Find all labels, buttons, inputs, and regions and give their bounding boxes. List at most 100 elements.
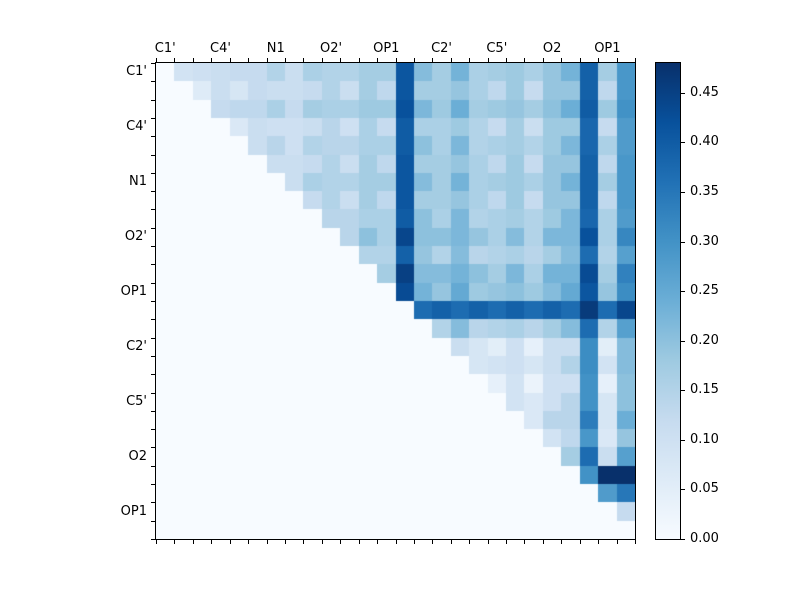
axis-tick-top bbox=[211, 58, 212, 62]
y-tick-label: OP1 bbox=[120, 283, 147, 299]
colorbar-tick-label: 0.35 bbox=[690, 183, 719, 199]
axis-tick-bottom bbox=[174, 540, 175, 544]
colorbar-tick-label: 0.10 bbox=[690, 431, 719, 447]
axis-tick-top bbox=[432, 58, 433, 62]
colorbar-tick-label: 0.00 bbox=[690, 531, 719, 546]
colorbar-tick bbox=[681, 291, 685, 292]
axis-tick-bottom bbox=[506, 540, 507, 544]
axis-tick-bottom bbox=[414, 540, 415, 544]
colorbar-tick bbox=[681, 539, 685, 540]
colorbar-gradient bbox=[656, 63, 680, 539]
axis-tick-bottom bbox=[340, 540, 341, 544]
axis-tick-bottom bbox=[580, 540, 581, 544]
axis-tick-left bbox=[151, 429, 155, 430]
axis-tick-top bbox=[396, 58, 397, 62]
colorbar-tick bbox=[681, 390, 685, 391]
axis-tick-bottom bbox=[230, 540, 231, 544]
x-tick-label: C1' bbox=[154, 41, 176, 56]
colorbar-tick bbox=[681, 341, 685, 342]
colorbar-tick bbox=[681, 93, 685, 94]
axis-tick-top bbox=[285, 58, 286, 62]
axis-tick-left bbox=[151, 155, 155, 156]
colorbar-tick-label: 0.20 bbox=[690, 332, 719, 348]
axis-tick-left bbox=[151, 411, 155, 412]
axis-tick-left bbox=[151, 374, 155, 375]
axis-tick-top bbox=[322, 58, 323, 62]
colorbar-tick bbox=[681, 142, 685, 143]
x-tick-label: C5' bbox=[486, 41, 508, 56]
axis-tick-top bbox=[156, 58, 157, 62]
axis-tick-top bbox=[488, 58, 489, 62]
axis-tick-bottom bbox=[285, 540, 286, 544]
axis-tick-bottom bbox=[617, 540, 618, 544]
axis-tick-top bbox=[451, 58, 452, 62]
axis-tick-top bbox=[359, 58, 360, 62]
axis-tick-top bbox=[248, 58, 249, 62]
axis-tick-top bbox=[561, 58, 562, 62]
axis-tick-bottom bbox=[561, 540, 562, 544]
axis-tick-left bbox=[151, 301, 155, 302]
axis-tick-left bbox=[151, 81, 155, 82]
axis-tick-top bbox=[377, 58, 378, 62]
axis-tick-bottom bbox=[396, 540, 397, 544]
axis-tick-left bbox=[151, 136, 155, 137]
colorbar bbox=[655, 62, 681, 540]
axis-tick-left bbox=[151, 447, 155, 448]
axis-tick-top bbox=[414, 58, 415, 62]
axis-tick-top bbox=[267, 58, 268, 62]
heatmap-plot bbox=[155, 62, 636, 540]
y-tick-label: OP1 bbox=[120, 503, 147, 519]
colorbar-tick-label: 0.30 bbox=[690, 233, 719, 249]
axis-tick-bottom bbox=[451, 540, 452, 544]
axis-tick-bottom bbox=[156, 540, 157, 544]
colorbar-tick bbox=[681, 192, 685, 193]
colorbar-tick bbox=[681, 489, 685, 490]
axis-tick-left bbox=[151, 502, 155, 503]
x-tick-label: O2 bbox=[542, 41, 562, 56]
y-tick-label: C4' bbox=[126, 119, 147, 135]
axis-tick-top bbox=[230, 58, 231, 62]
axis-tick-bottom bbox=[488, 540, 489, 544]
axis-tick-left bbox=[151, 264, 155, 265]
axis-tick-left bbox=[151, 338, 155, 339]
axis-tick-left bbox=[151, 100, 155, 101]
axis-tick-left bbox=[151, 173, 155, 174]
y-tick-label: O2' bbox=[124, 228, 147, 244]
axis-tick-left bbox=[151, 228, 155, 229]
colorbar-tick-label: 0.45 bbox=[690, 84, 719, 100]
colorbar-tick-label: 0.25 bbox=[690, 283, 719, 299]
axis-tick-bottom bbox=[524, 540, 525, 544]
axis-tick-left bbox=[151, 393, 155, 394]
x-tick-label: OP1 bbox=[594, 41, 621, 56]
axis-tick-top bbox=[580, 58, 581, 62]
x-tick-label: OP1 bbox=[373, 41, 400, 56]
colorbar-tick bbox=[681, 242, 685, 243]
axis-tick-top bbox=[174, 58, 175, 62]
axis-tick-top bbox=[303, 58, 304, 62]
axis-tick-left bbox=[151, 356, 155, 357]
colorbar-tick-label: 0.05 bbox=[690, 481, 719, 497]
x-tick-label: N1 bbox=[266, 41, 285, 56]
x-tick-label: O2' bbox=[319, 41, 343, 56]
axis-tick-bottom bbox=[303, 540, 304, 544]
axis-tick-bottom bbox=[432, 540, 433, 544]
axis-tick-top bbox=[598, 58, 599, 62]
x-tick-label: C4' bbox=[210, 41, 231, 56]
axis-tick-left bbox=[151, 246, 155, 247]
axis-tick-left bbox=[151, 484, 155, 485]
axis-tick-top bbox=[635, 58, 636, 62]
axis-tick-bottom bbox=[598, 540, 599, 544]
axis-tick-top bbox=[506, 58, 507, 62]
axis-tick-bottom bbox=[359, 540, 360, 544]
axis-tick-bottom bbox=[211, 540, 212, 544]
y-tick-label: C5' bbox=[126, 393, 147, 409]
axis-tick-left bbox=[151, 521, 155, 522]
colorbar-tick-label: 0.15 bbox=[690, 382, 719, 398]
colorbar-tick bbox=[681, 440, 685, 441]
axis-tick-left bbox=[151, 118, 155, 119]
axis-tick-top bbox=[340, 58, 341, 62]
axis-tick-left bbox=[151, 539, 155, 540]
axis-tick-left bbox=[151, 319, 155, 320]
heatmap-canvas bbox=[156, 63, 635, 539]
